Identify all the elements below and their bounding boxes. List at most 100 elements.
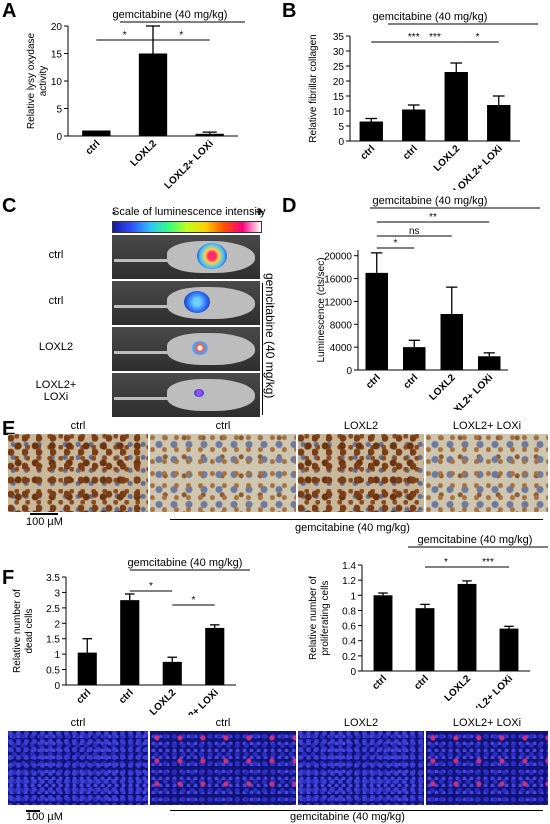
ihc-tile-label-3: LOXL2+ LOXi — [452, 420, 522, 432]
mouse-tail — [114, 259, 170, 262]
category-label-0: ctrl — [84, 138, 103, 157]
y-tick-label: 0.8 — [342, 606, 356, 617]
y-tick-label: 0 — [56, 132, 62, 143]
panel-b-letter: B — [282, 0, 297, 22]
fluo-image-2 — [298, 731, 424, 805]
category-label-1: ctrl — [402, 372, 421, 391]
luminescence-scale-label: Scale of luminescence intensity — [112, 206, 266, 218]
y-tick-label: 1 — [350, 591, 356, 602]
mouse-image-0 — [112, 235, 260, 279]
y-tick-label: 0.5 — [46, 666, 60, 677]
mouse-tail — [114, 351, 170, 354]
y-tick-label: 0 — [338, 137, 344, 148]
significance-mark-0: * — [444, 557, 448, 568]
y-tick-label: 1.5 — [46, 635, 60, 646]
y-tick-label: 1.4 — [342, 561, 356, 572]
y-tick-label: 0.4 — [342, 637, 356, 648]
y-axis-label-line: Relative number of — [12, 589, 23, 673]
y-axis-label-line: dead cells — [24, 608, 35, 653]
y-tick-label: 0 — [346, 366, 352, 377]
mouse-row-label-2: LOXL2 — [38, 341, 74, 353]
y-tick-label: 25 — [333, 62, 345, 73]
mouse-tail — [114, 397, 170, 400]
y-axis-label-line: Relative number of — [308, 576, 319, 660]
bar-1 — [138, 53, 168, 136]
chart-title: gemcitabine (40 mg/kg) — [128, 557, 243, 569]
significance-mark-1: * — [179, 30, 183, 41]
luminescence-signal — [192, 341, 208, 355]
y-axis-label-line: Relative lysy oxydase — [26, 32, 37, 129]
category-label-1: LOXL2 — [129, 138, 160, 169]
mouse-silhouette — [167, 287, 255, 319]
category-label-2: LOXL2+ LOXi — [163, 138, 216, 190]
fluo-scalebar-label: 100 µM — [26, 811, 63, 823]
panel-e: E ctrl ctrl LOXL2 LOXL2+ LOXi 100 µM gemcit… — [0, 418, 550, 534]
ihc-tile-label-1: ctrl — [215, 420, 231, 432]
y-tick-label: 20000 — [324, 252, 352, 263]
significance-mark-2: * — [394, 238, 398, 249]
y-axis-label: Relative number ofproliferating cells — [308, 576, 331, 660]
bar-3 — [487, 105, 511, 141]
category-label-3: LOXL2+ LOXi — [168, 687, 221, 715]
y-axis-label-line: activity — [38, 66, 49, 97]
significance-mark-0: ** — [429, 212, 437, 223]
panel-f-letter: F — [2, 567, 15, 589]
y-tick-label: 0 — [350, 667, 356, 678]
chart-a: 0 5 10 15 20 ctrl LOXL2 LOXL2+ LOXi Relative lys… — [26, 9, 245, 192]
fluo-image-0 — [8, 731, 148, 805]
bar-1 — [120, 600, 140, 685]
y-tick-label: 2 — [54, 619, 60, 630]
ihc-image-1 — [150, 434, 296, 512]
category-label-1: ctrl — [401, 143, 420, 162]
chart-title: gemcitabine (40 mg/kg) — [113, 9, 228, 21]
mouse-silhouette — [167, 333, 255, 365]
luminescence-color-scale — [112, 221, 262, 233]
fluo-image-1 — [150, 731, 296, 805]
bar-0 — [359, 121, 383, 141]
y-axis-label-line: proliferating cells — [320, 580, 331, 655]
fluo-tile-label-2: LOXL2 — [343, 717, 379, 729]
significance-mark-0: *** — [408, 32, 420, 43]
y-tick-label: 3 — [54, 588, 60, 599]
fluo-scalebar — [26, 810, 40, 812]
panel-b: B 0 5 10 15 20 25 30 35 ctrl ctrl LOXL2 LOXL2+ LOXi… — [280, 0, 550, 197]
bar-2 — [444, 72, 468, 141]
y-tick-label: 30 — [333, 47, 345, 58]
y-tick-label: 15 — [51, 50, 63, 61]
fluo-image-3 — [426, 731, 548, 805]
category-label-2: LOXL2 — [443, 673, 474, 704]
mouse-row-label-1: ctrl — [48, 295, 64, 307]
panel-f: F 0 0.5 1 1.5 2 2.5 3 3.5 ctrl ctrl LOXL2 LOXL2+ LO… — [0, 534, 550, 824]
gemcitabine-side-bracket — [262, 283, 269, 415]
y-tick-label: 16000 — [324, 275, 352, 286]
category-label-0: ctrl — [359, 143, 378, 162]
ihc-scalebar-label: 100 µM — [26, 516, 63, 528]
panel-d-letter: D — [282, 195, 297, 217]
y-tick-label: 15 — [333, 92, 345, 103]
bar-2 — [440, 314, 463, 370]
ihc-tile-label-0: ctrl — [70, 420, 86, 432]
gemcitabine-side-label: gemcitabine (40 mg/kg) — [263, 273, 277, 399]
bar-2 — [457, 583, 477, 671]
y-tick-label: 20 — [51, 22, 63, 33]
bar-2 — [162, 661, 182, 685]
scale-minus: - — [112, 205, 116, 219]
panel-a-letter: A — [2, 0, 17, 22]
category-label-0: ctrl — [364, 372, 383, 391]
bar-1 — [415, 608, 435, 671]
ihc-image-0 — [8, 434, 148, 512]
y-axis-label: Luminescence (cts/sec) — [316, 257, 327, 362]
luminescence-signal — [197, 243, 227, 269]
ihc-tile-label-2: LOXL2 — [343, 420, 379, 432]
ihc-image-2 — [298, 434, 424, 512]
significance-mark-1: *** — [482, 557, 494, 568]
y-axis-label: Relative fibrillar collagen — [308, 34, 319, 142]
y-tick-label: 0.2 — [342, 652, 356, 663]
y-tick-label: 2.5 — [46, 604, 60, 615]
y-tick-label: 20 — [333, 77, 345, 88]
significance-mark-1: * — [192, 595, 196, 606]
luminescence-signal — [184, 291, 210, 313]
ihc-gemcitabine-label: gemcitabine (40 mg/kg) — [295, 522, 410, 534]
chart-title: gemcitabine (40 mg/kg) — [373, 195, 488, 207]
